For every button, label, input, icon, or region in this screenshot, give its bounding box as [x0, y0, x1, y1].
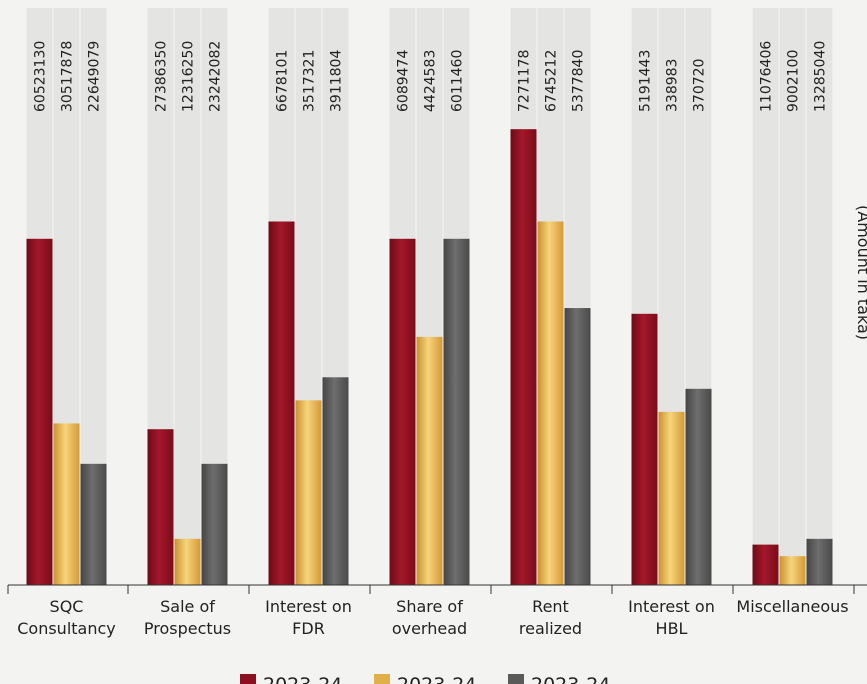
bar — [389, 238, 416, 586]
bar — [658, 411, 685, 585]
value-label: 5191443 — [638, 50, 654, 112]
bar — [510, 129, 537, 586]
value-label: 6011460 — [450, 50, 466, 112]
bar — [443, 238, 470, 586]
value-label: 60523130 — [33, 41, 49, 112]
value-label: 13285040 — [813, 41, 829, 112]
bar-track — [779, 8, 806, 585]
bar — [564, 308, 591, 585]
value-label: 30517878 — [60, 41, 76, 112]
value-label: 23242082 — [208, 41, 224, 112]
bar — [806, 538, 833, 585]
category-label: Miscellaneous — [736, 597, 848, 616]
category-label: Interest on — [628, 597, 715, 616]
value-label: 22649079 — [87, 41, 103, 112]
bar — [80, 463, 107, 585]
value-label: 12316250 — [181, 41, 197, 112]
category-label: Consultancy — [17, 619, 116, 638]
bar — [416, 336, 443, 585]
category-label: Prospectus — [144, 619, 231, 638]
category-label: Rent — [532, 597, 569, 616]
category-label: Sale of — [160, 597, 215, 616]
legend-label: 2023-24 — [263, 674, 342, 684]
legend-swatch — [374, 674, 390, 684]
value-label: 9002100 — [786, 50, 802, 112]
value-label: 6745212 — [544, 50, 560, 112]
value-label: 4424583 — [423, 50, 439, 112]
category-label: overhead — [392, 619, 467, 638]
bar — [295, 400, 322, 585]
bar — [201, 463, 228, 585]
category-label: SQC — [50, 597, 84, 616]
bar — [752, 544, 779, 585]
value-label: 338983 — [665, 59, 681, 112]
legend-label: 2023-24 — [531, 674, 610, 684]
bar — [779, 556, 806, 585]
value-label: 5377840 — [571, 50, 587, 112]
bar — [268, 221, 295, 586]
value-label: 27386350 — [154, 41, 170, 112]
y-axis-label: (Amount in taka) — [854, 205, 867, 340]
value-label: 370720 — [692, 59, 708, 112]
bar-track — [806, 8, 833, 585]
value-label: 6678101 — [275, 50, 291, 112]
bar-track — [752, 8, 779, 585]
category-label: realized — [519, 619, 582, 638]
bar-track — [174, 8, 201, 585]
bar — [53, 423, 80, 585]
bar — [631, 313, 658, 585]
value-label: 11076406 — [759, 41, 775, 112]
value-label: 3517321 — [302, 50, 318, 112]
category-label: Interest on — [265, 597, 352, 616]
bar — [174, 538, 201, 585]
category-label: FDR — [292, 619, 325, 638]
value-label: 6089474 — [396, 50, 412, 112]
legend-swatch — [508, 674, 524, 684]
bar — [537, 221, 564, 586]
bar — [322, 377, 349, 585]
category-label: HBL — [656, 619, 688, 638]
value-label: 3911804 — [329, 50, 345, 112]
bar — [685, 388, 712, 585]
bar — [147, 429, 174, 585]
category-label: Share of — [396, 597, 463, 616]
value-label: 7271178 — [517, 50, 533, 112]
bar — [26, 238, 53, 586]
legend-swatch — [240, 674, 256, 684]
legend-label: 2023-24 — [397, 674, 476, 684]
